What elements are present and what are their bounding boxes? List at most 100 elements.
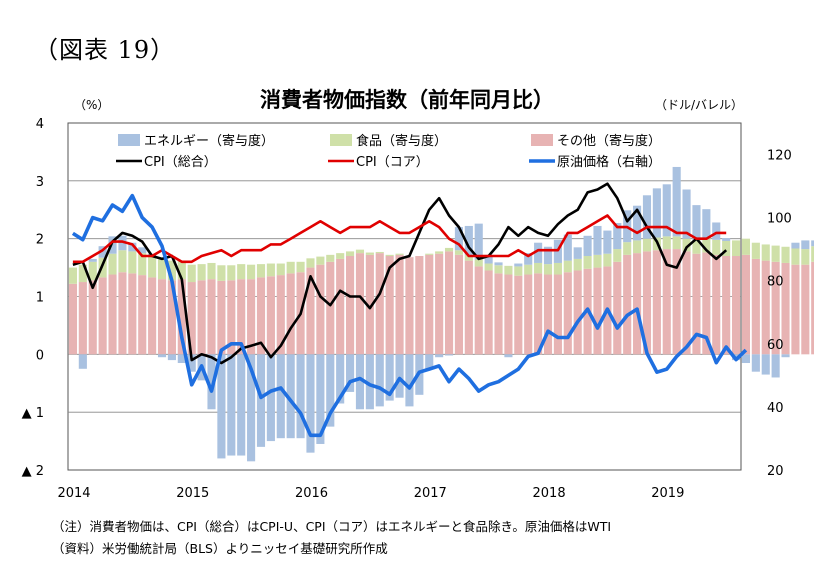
bar-energy <box>167 354 176 361</box>
bar-food <box>761 244 770 261</box>
bar-other <box>633 253 642 355</box>
bar-food <box>801 249 810 265</box>
bar-food <box>464 254 473 261</box>
bar-other <box>336 258 345 355</box>
bar-other <box>801 264 810 355</box>
bar-other <box>751 258 760 355</box>
line-cpi-headline <box>72 182 728 365</box>
bar-food <box>672 236 681 250</box>
bar-energy <box>157 354 167 358</box>
y-right-tick-label: 20 <box>767 464 784 479</box>
bar-energy <box>702 209 711 239</box>
bar-food <box>167 260 176 281</box>
bar-food <box>425 253 434 255</box>
legend-swatch <box>118 134 140 146</box>
bar-food <box>128 251 137 274</box>
bar-food <box>138 253 147 276</box>
bar-other <box>514 275 523 355</box>
bar-other <box>702 252 711 355</box>
bar-energy <box>801 240 810 250</box>
bar-food <box>276 263 285 276</box>
bar-food <box>791 248 800 265</box>
y-right-tick-label: 60 <box>767 338 784 353</box>
bar-energy <box>286 354 295 439</box>
bar-food <box>642 238 652 252</box>
bar-other <box>613 261 622 355</box>
bar-energy <box>543 246 553 265</box>
bar-other <box>692 253 701 355</box>
bar-energy <box>474 223 483 260</box>
bar-other <box>563 272 572 355</box>
source-note-definition: （注）消費者物価は、CPI（総合）はCPI-U、CPI（コア）はエネルギーと食品… <box>52 519 612 534</box>
bar-food <box>306 258 315 268</box>
bar-energy <box>365 354 374 410</box>
bar-energy <box>336 354 345 404</box>
x-tick-label: 2016 <box>295 486 328 501</box>
x-tick-label: 2019 <box>651 486 684 501</box>
bar-food <box>731 240 741 257</box>
bar-energy <box>276 354 285 439</box>
bar-other <box>68 283 78 355</box>
bar-energy <box>563 234 572 261</box>
bar-energy <box>791 242 800 249</box>
bar-other <box>484 270 493 355</box>
bar-other <box>464 260 473 355</box>
bar-other <box>741 254 751 355</box>
bar-other <box>286 273 295 355</box>
y-left-tick-label: ▲ 2 <box>22 464 44 479</box>
bar-food <box>722 240 731 257</box>
bar-other <box>395 254 404 355</box>
bar-energy <box>405 354 414 407</box>
x-tick-label: 2018 <box>533 486 566 501</box>
y-right-tick-label: 80 <box>767 275 784 290</box>
x-tick-label: 2017 <box>414 486 447 501</box>
bar-energy <box>118 235 127 251</box>
bar-food <box>207 262 216 280</box>
x-tick-label: 2014 <box>57 486 90 501</box>
legend-swatch <box>330 134 352 146</box>
bar-food <box>444 247 454 252</box>
bar-other <box>761 260 770 355</box>
bar-energy <box>682 189 691 239</box>
bar-other <box>781 262 790 355</box>
bar-food <box>771 245 780 262</box>
bar-other <box>177 279 186 355</box>
bar-energy <box>811 240 814 247</box>
bar-energy <box>583 235 592 257</box>
bar-energy <box>781 354 790 358</box>
bar-other <box>118 272 127 355</box>
y-left-tick-label: ▲ 1 <box>22 406 44 421</box>
bar-energy <box>514 263 523 267</box>
bar-energy <box>771 354 780 378</box>
bar-other <box>108 274 117 355</box>
bar-other <box>435 253 444 355</box>
bar-energy <box>741 354 751 364</box>
bar-energy <box>761 354 770 375</box>
bar-food <box>237 264 246 280</box>
bar-other <box>682 251 691 355</box>
bar-food <box>336 253 345 259</box>
line-oil-price <box>71 193 748 438</box>
bar-food <box>563 260 572 273</box>
bar-food <box>741 238 751 255</box>
y-left-tick-label: 4 <box>36 117 44 132</box>
bar-food <box>514 266 523 276</box>
bar-other <box>771 261 780 355</box>
bar-energy <box>425 354 434 369</box>
bar-other <box>593 267 602 355</box>
bar-food <box>543 264 553 275</box>
bar-energy <box>227 354 236 456</box>
bar-other <box>425 254 434 355</box>
legend-label: エネルギー（寄与度） <box>144 133 274 149</box>
bar-other <box>88 280 97 355</box>
bar-food <box>702 238 711 253</box>
bar-other <box>157 279 167 355</box>
bar-energy <box>247 354 256 462</box>
bar-other <box>543 274 553 355</box>
bar-other <box>662 249 671 355</box>
y-right-tick-label: 40 <box>767 401 784 416</box>
bar-other <box>385 256 394 355</box>
right-axis-unit: （ドル/バレル） <box>655 98 744 112</box>
bar-food <box>346 251 355 257</box>
figure-label: （図表 19） <box>34 36 176 64</box>
